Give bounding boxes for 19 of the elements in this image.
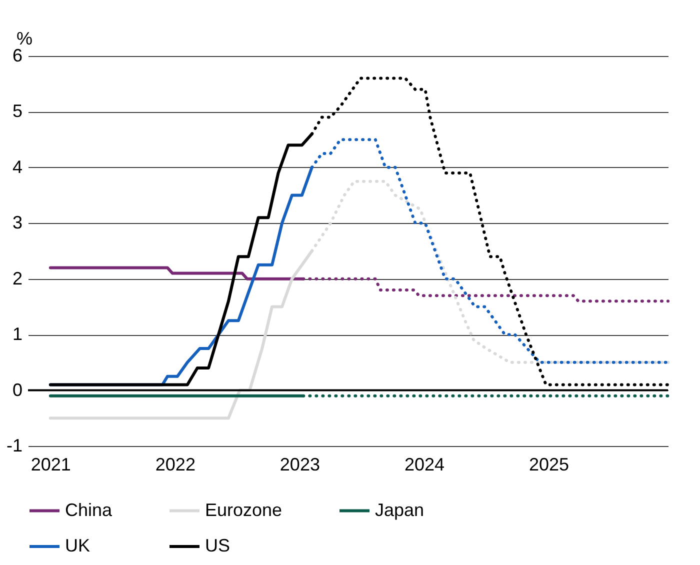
y-tick-label: 3 bbox=[12, 212, 22, 233]
y-tick-label: -1 bbox=[6, 436, 22, 456]
y-tick-label: 6 bbox=[12, 46, 22, 66]
y-tick-label: 5 bbox=[12, 101, 22, 122]
x-tick-label: 2025 bbox=[528, 454, 569, 474]
legend-label: China bbox=[65, 500, 114, 520]
legend-label: UK bbox=[65, 536, 90, 556]
x-tick-label: 2021 bbox=[30, 454, 71, 474]
x-tick-label: 2024 bbox=[404, 454, 444, 474]
y-axis-title: % bbox=[16, 28, 33, 48]
y-tick-label: 4 bbox=[12, 156, 22, 177]
x-tick-label: 2022 bbox=[155, 454, 196, 474]
legend-label: US bbox=[205, 536, 230, 556]
y-tick-label: 1 bbox=[12, 324, 22, 344]
legend-label: Japan bbox=[375, 500, 424, 520]
x-tick-label: 2023 bbox=[280, 454, 320, 474]
y-tick-label: 0 bbox=[12, 380, 22, 400]
y-tick-label: 2 bbox=[12, 268, 22, 288]
legend-label: Eurozone bbox=[205, 500, 282, 520]
